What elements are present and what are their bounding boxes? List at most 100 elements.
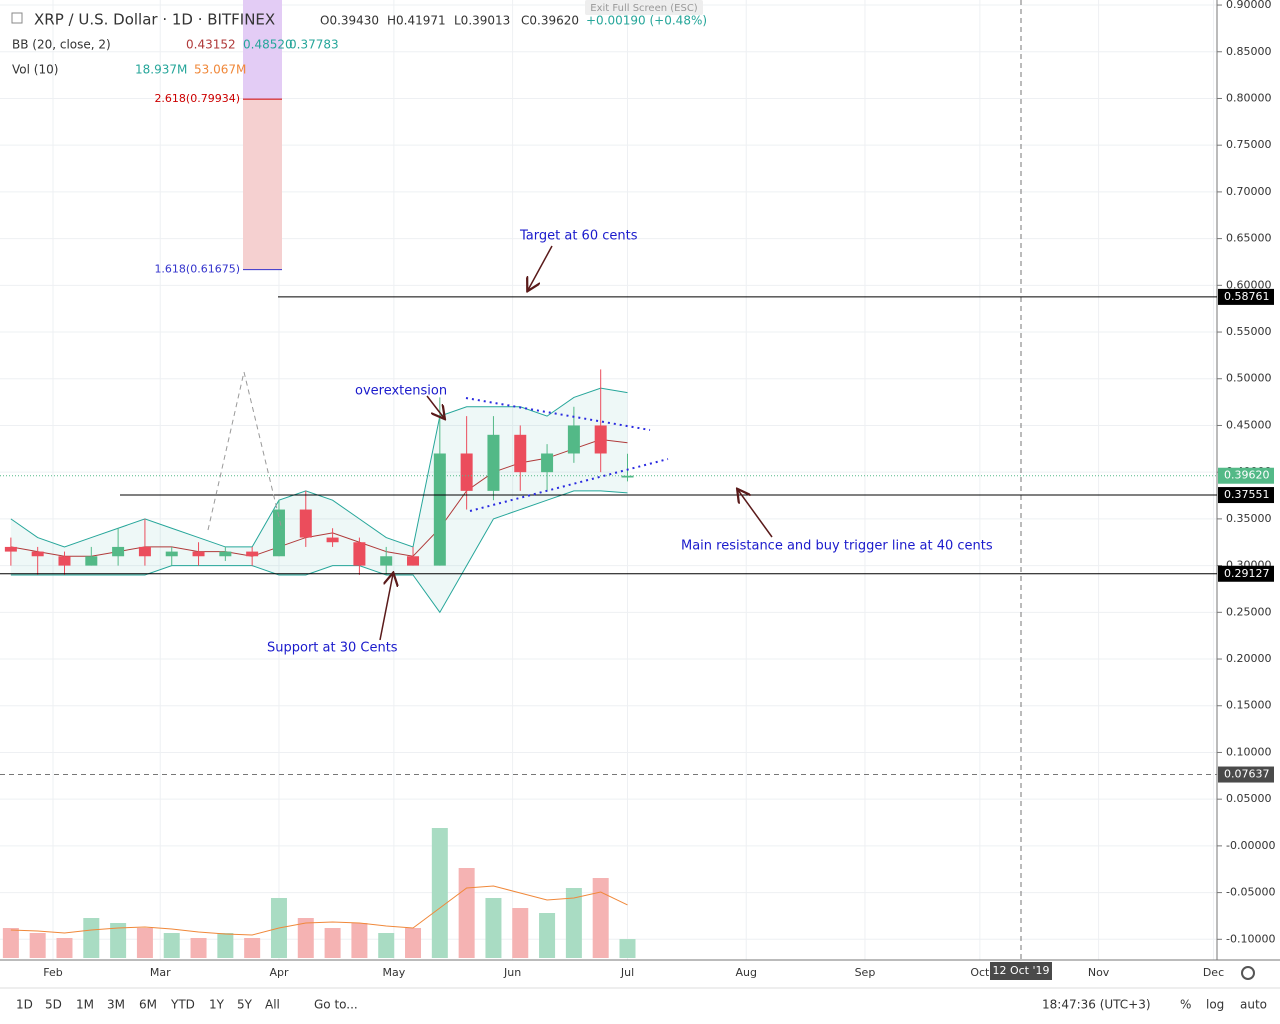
volume-bar: [29, 933, 46, 958]
x-tick-label: Nov: [1088, 966, 1110, 979]
bb-basis: 0.43152: [186, 38, 236, 52]
level-label: 0.58761: [1224, 290, 1270, 303]
vol-ma: 53.067M: [194, 63, 246, 77]
x-tick-label: Dec: [1203, 966, 1224, 979]
range-button[interactable]: 1Y: [209, 998, 225, 1012]
auto-toggle[interactable]: auto: [1240, 998, 1267, 1012]
crosshair-tag: [1218, 766, 1274, 783]
trendline-upper: [465, 397, 651, 431]
bb-lower: [10, 490, 628, 614]
settings-icon[interactable]: [1241, 966, 1255, 980]
y-tick-label: 0.15000: [1226, 699, 1272, 712]
x-tick-label: Jun: [503, 966, 521, 979]
range-button[interactable]: 1D: [16, 998, 33, 1012]
volume-bar: [405, 928, 422, 958]
x-tick-label: Sep: [855, 966, 876, 979]
y-tick-label: -0.05000: [1226, 886, 1275, 899]
symbol: XRP / U.S. Dollar · 1D · BITFINEX: [34, 11, 275, 29]
fib-zone: [243, 99, 282, 270]
candle-body: [460, 453, 473, 491]
candle-body: [541, 453, 554, 473]
candle-body: [326, 537, 339, 543]
y-tick-label: 0.35000: [1226, 512, 1272, 525]
log-toggle[interactable]: log: [1206, 998, 1224, 1012]
volume-bar: [458, 868, 475, 958]
volume-bar: [136, 928, 153, 958]
annotation: overextension: [355, 384, 447, 399]
range-button[interactable]: YTD: [170, 998, 195, 1012]
last-price-tag: [1218, 467, 1274, 484]
annotation: Main resistance and buy trigger line at …: [681, 539, 993, 554]
y-tick-label: 0.80000: [1226, 91, 1272, 104]
volume-bar: [244, 938, 261, 958]
candle-body: [299, 509, 312, 538]
clock: 18:47:36 (UTC+3): [1042, 998, 1151, 1012]
range-button[interactable]: 3M: [107, 998, 125, 1012]
fib-label: 2.618(0.79934): [154, 92, 240, 105]
candle-body: [353, 542, 366, 566]
candle-body: [192, 551, 205, 557]
y-tick-label: 0.60000: [1226, 278, 1272, 291]
annotation: Support at 30 Cents: [267, 641, 398, 656]
level-tag: [1218, 487, 1274, 504]
ohlc-low: L0.39013: [454, 14, 510, 28]
range-button[interactable]: All: [265, 998, 280, 1012]
fib-label: 1.618(0.61675): [154, 263, 240, 276]
exit-button[interactable]: [585, 0, 703, 15]
level-tag: [1218, 565, 1274, 582]
indicator-name: Vol (10): [12, 63, 58, 77]
y-tick-label: 0.75000: [1226, 138, 1272, 151]
volume-bar: [539, 913, 556, 958]
last-price-label: 0.39620: [1224, 469, 1270, 482]
ohlc-close: C0.39620: [521, 14, 579, 28]
ohlc-change: +0.00190 (+0.48%): [586, 14, 707, 28]
exit-fullscreen[interactable]: Exit Full Screen (ESC): [590, 3, 698, 14]
vol-value: 18.937M: [135, 63, 187, 77]
candle-body: [380, 556, 393, 566]
volume-bar: [351, 923, 368, 958]
y-tick-label: 0.45000: [1226, 418, 1272, 431]
collapse-icon[interactable]: [11, 12, 23, 24]
x-tick-label: Aug: [735, 966, 756, 979]
candle-body: [58, 556, 71, 566]
arrow: [528, 245, 553, 290]
indicator-name: BB (20, close, 2): [12, 38, 111, 52]
goto[interactable]: Go to...: [314, 998, 358, 1012]
volume-bar: [512, 908, 529, 958]
candle-body: [219, 551, 232, 557]
band-fill: [10, 388, 628, 613]
bb-upper: 0.48520: [243, 38, 293, 52]
y-tick-label: 0.50000: [1226, 372, 1272, 385]
volume-bar: [83, 918, 100, 958]
volume-bar: [431, 828, 448, 958]
candle-body: [272, 509, 285, 557]
projection-line: [207, 371, 245, 531]
level-label: 0.37551: [1224, 488, 1270, 501]
level-tag: [1218, 288, 1274, 305]
candle-body: [567, 425, 580, 454]
y-tick-label: 0.85000: [1226, 45, 1272, 58]
bb-lower: 0.37783: [289, 38, 339, 52]
x-tick-label: May: [382, 966, 405, 979]
projection-line: [243, 371, 283, 531]
percent-toggle[interactable]: %: [1180, 998, 1191, 1012]
y-tick-label: 0.05000: [1226, 792, 1272, 805]
range-button[interactable]: 6M: [139, 998, 157, 1012]
x-tick-label: Mar: [150, 966, 171, 979]
volume-bar: [378, 933, 395, 958]
range-button[interactable]: 1M: [76, 998, 94, 1012]
candle-body: [246, 551, 259, 557]
arrow: [426, 395, 444, 418]
range-button[interactable]: 5Y: [237, 998, 253, 1012]
volume-bar: [217, 933, 234, 958]
fib-zone-upper: [243, 0, 282, 100]
candle-body: [31, 551, 44, 557]
y-tick-label: 0.65000: [1226, 232, 1272, 245]
candle-body: [433, 453, 446, 566]
y-tick-label: 0.20000: [1226, 652, 1272, 665]
candle-body: [487, 434, 500, 491]
volume-bar: [324, 928, 341, 958]
range-button[interactable]: 5D: [45, 998, 62, 1012]
volume-bar: [110, 923, 127, 958]
